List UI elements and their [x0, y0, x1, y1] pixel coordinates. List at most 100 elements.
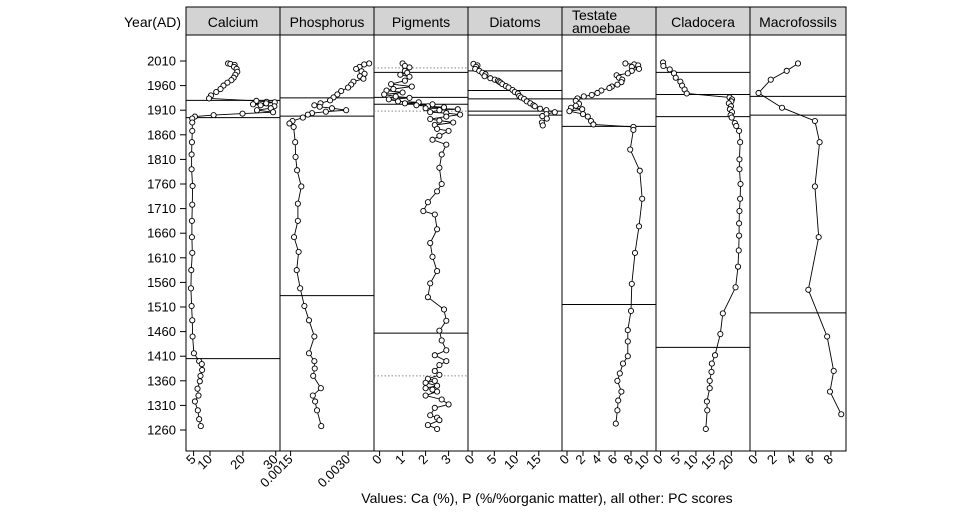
data-point: [594, 89, 601, 97]
data-point: [579, 106, 586, 113]
data-point: [431, 211, 438, 218]
data-point: [195, 392, 202, 399]
x-tick-label: 15: [523, 452, 544, 473]
data-point: [627, 307, 635, 314]
data-point: [706, 385, 713, 392]
data-point: [188, 139, 195, 146]
data-point: [338, 87, 345, 95]
data-point: [424, 422, 431, 429]
data-point: [436, 117, 443, 124]
data-point: [434, 188, 441, 195]
data-point: [551, 109, 558, 116]
data-point: [257, 102, 264, 109]
data-point: [189, 317, 196, 324]
data-point: [399, 89, 406, 96]
data-point: [434, 382, 441, 389]
data-point: [635, 65, 643, 72]
data-point: [531, 103, 538, 110]
x-tick-label: 10: [501, 452, 522, 473]
y-tick-label: 1310: [147, 398, 176, 413]
data-point: [631, 249, 639, 256]
data-point: [290, 123, 297, 130]
data-point: [309, 392, 316, 399]
data-point: [702, 425, 709, 433]
data-point: [292, 153, 299, 160]
data-point: [736, 166, 743, 173]
data-point: [217, 85, 224, 93]
x-axis-label: Values: Ca (%), P (%/%organic matter), a…: [361, 490, 732, 506]
data-point: [408, 83, 415, 90]
data-point: [431, 377, 438, 384]
data-point: [624, 353, 631, 360]
y-tick-label: 1960: [147, 78, 176, 93]
data-point: [436, 371, 443, 378]
panel-title-phosphorus: Phosphorus: [290, 14, 365, 30]
data-point: [401, 100, 408, 107]
data-point: [708, 368, 715, 375]
panel-header-diatoms: [467, 6, 563, 36]
data-point: [249, 101, 257, 108]
data-point: [263, 100, 270, 107]
data-point: [311, 102, 318, 109]
data-point: [189, 182, 196, 190]
data-point: [622, 60, 629, 67]
data-point: [188, 302, 195, 310]
data-point: [188, 217, 195, 224]
data-point: [422, 385, 429, 392]
data-point: [838, 411, 845, 418]
data-point: [811, 183, 818, 190]
data-point: [737, 139, 744, 146]
data-point: [327, 97, 334, 104]
data-point: [537, 105, 544, 112]
data-point: [239, 110, 246, 117]
data-point: [295, 248, 302, 255]
data-point: [310, 372, 317, 379]
y-tick-label: 1460: [147, 324, 176, 339]
data-point: [196, 378, 203, 385]
data-point: [406, 94, 413, 101]
data-point: [736, 220, 743, 227]
y-tick-label: 1260: [147, 423, 176, 438]
x-tick-label: 2: [764, 452, 780, 468]
data-point: [438, 337, 445, 344]
data-point: [311, 358, 318, 365]
data-point: [311, 333, 318, 340]
data-point: [539, 122, 546, 129]
data-point: [778, 104, 786, 111]
data-point: [636, 167, 643, 174]
data-point: [588, 91, 595, 98]
data-point: [205, 95, 213, 102]
data-point: [816, 139, 823, 146]
panel-title-macrofossils: Macrofossils: [759, 14, 837, 30]
y-tick-label: 1560: [147, 275, 176, 290]
data-point: [190, 350, 197, 357]
data-point: [345, 84, 352, 91]
data-point: [826, 388, 834, 395]
data-point: [361, 61, 368, 68]
data-point: [438, 396, 445, 403]
data-point: [436, 132, 443, 139]
data-point: [188, 267, 195, 274]
data-point: [360, 75, 367, 82]
data-point: [811, 117, 818, 125]
data-point: [210, 112, 217, 119]
data-point: [434, 226, 441, 233]
data-point: [579, 111, 587, 118]
y-tick-label: 1760: [147, 177, 176, 192]
series-line-testate-amoebae: [569, 63, 643, 424]
data-point: [424, 199, 431, 206]
data-point: [443, 347, 450, 354]
x-tick-label: 1: [392, 452, 408, 468]
x-tick-label: 0: [462, 452, 478, 468]
data-point: [628, 280, 635, 287]
data-point: [394, 98, 402, 105]
data-point: [189, 127, 196, 134]
data-point: [438, 151, 445, 158]
data-point: [316, 103, 323, 110]
data-point: [427, 412, 434, 419]
data-point: [627, 146, 634, 153]
data-point: [434, 125, 441, 132]
data-point: [734, 263, 742, 270]
data-point: [301, 302, 308, 310]
data-point: [737, 180, 744, 188]
